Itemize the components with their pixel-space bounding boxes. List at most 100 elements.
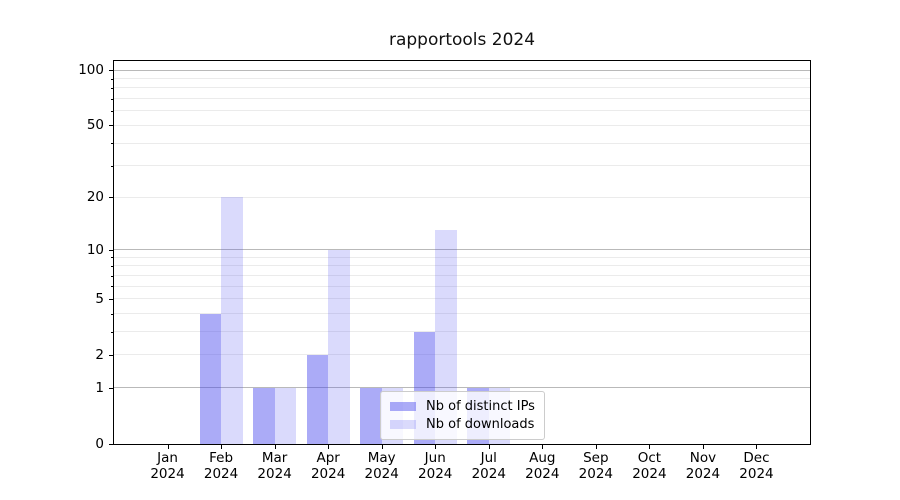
- x-axis-tick-mark: [595, 445, 597, 449]
- x-tick-month: Dec: [743, 450, 770, 466]
- x-axis-tick-mark: [328, 445, 330, 449]
- x-axis-tick-mark: [167, 445, 169, 449]
- x-tick-month: Jul: [480, 450, 497, 466]
- y-axis-minor-tick-mark: [111, 286, 113, 288]
- bar-distinct-ips: [306, 355, 329, 444]
- y-axis-tick-label: 2: [95, 346, 104, 363]
- x-axis-tick-mark: [274, 445, 276, 449]
- y-axis-tick-label: 1: [95, 379, 104, 396]
- x-tick-month: Oct: [637, 450, 662, 466]
- minor-gridline: [114, 110, 810, 111]
- x-axis-tick-label: Apr 2024: [298, 450, 358, 482]
- x-tick-year: 2024: [150, 466, 185, 482]
- x-axis-tick-label: Jun 2024: [405, 450, 465, 482]
- bar-distinct-ips: [253, 387, 275, 444]
- x-tick-year: 2024: [310, 466, 346, 482]
- x-axis-tick-mark: [756, 445, 758, 449]
- y-axis-minor-tick-mark: [111, 257, 113, 259]
- x-axis-tick-label: Jul 2024: [459, 450, 519, 482]
- x-axis-tick-label: Oct 2024: [619, 450, 679, 482]
- x-axis-tick-mark: [221, 445, 223, 449]
- x-tick-month: May: [367, 450, 396, 466]
- y-axis-minor-tick-mark: [111, 165, 113, 167]
- x-axis-tick-mark: [542, 445, 544, 449]
- y-axis-tick-mark: [109, 444, 113, 445]
- bar-distinct-ips: [360, 387, 382, 444]
- minor-gridline: [114, 275, 810, 276]
- x-tick-month: Apr: [316, 450, 340, 466]
- x-axis-tick-label: Aug 2024: [512, 450, 572, 482]
- x-tick-year: 2024: [471, 466, 506, 482]
- x-axis-tick-mark: [435, 445, 437, 449]
- major-gridline: [114, 70, 810, 71]
- x-axis-tick-mark: [649, 445, 651, 449]
- minor-gridline: [114, 265, 810, 266]
- major-gridline: [114, 387, 810, 388]
- x-tick-month: Jan: [157, 450, 178, 466]
- bar-downloads: [328, 249, 350, 444]
- bar-distinct-ips: [199, 313, 222, 444]
- y-axis-tick-mark: [109, 387, 113, 389]
- major-gridline: [114, 249, 810, 250]
- y-axis-tick-mark: [109, 197, 113, 199]
- x-axis-tick-label: Nov 2024: [673, 450, 733, 482]
- legend-item: Nb of distinct IPs: [390, 398, 535, 415]
- y-axis-tick-mark: [109, 70, 113, 72]
- y-axis-minor-tick-mark: [111, 87, 113, 89]
- y-axis-tick-mark: [109, 298, 113, 300]
- y-axis-minor-tick-mark: [111, 143, 113, 145]
- legend-item-label: Nb of distinct IPs: [426, 399, 535, 414]
- x-tick-year: 2024: [739, 466, 774, 482]
- bar-downloads: [221, 197, 243, 444]
- chart-title: rapportools 2024: [388, 30, 536, 50]
- x-tick-month: Jun: [424, 450, 446, 466]
- minor-gridline: [114, 286, 810, 287]
- minor-gridline: [114, 257, 810, 258]
- x-tick-year: 2024: [685, 466, 721, 482]
- x-tick-year: 2024: [203, 466, 239, 482]
- x-tick-year: 2024: [364, 466, 399, 482]
- x-tick-year: 2024: [578, 466, 614, 482]
- legend-swatch: [390, 420, 416, 429]
- bar-downloads: [435, 230, 457, 444]
- legend-swatch: [390, 402, 416, 411]
- x-axis-tick-label: Sep 2024: [566, 450, 626, 482]
- minor-gridline: [114, 298, 810, 299]
- minor-gridline: [114, 125, 810, 126]
- bar-downloads: [274, 387, 297, 444]
- y-axis-minor-tick-mark: [111, 275, 113, 277]
- x-axis-tick-mark: [381, 445, 383, 449]
- y-axis-tick-label: 100: [78, 62, 104, 79]
- minor-gridline: [114, 87, 810, 88]
- x-axis-tick-label: Feb 2024: [191, 450, 251, 482]
- minor-gridline: [114, 165, 810, 166]
- plot-area: Nb of distinct IPs Nb of downloads: [113, 60, 811, 445]
- x-tick-month: Nov: [689, 450, 717, 466]
- x-tick-month: Mar: [261, 450, 288, 466]
- x-axis-tick-label: May 2024: [352, 450, 412, 482]
- y-axis-tick-label: 10: [86, 241, 104, 258]
- x-tick-month: Sep: [583, 450, 609, 466]
- minor-gridline: [114, 197, 810, 198]
- legend-item: Nb of downloads: [390, 416, 535, 433]
- y-axis-tick-label: 20: [86, 189, 104, 206]
- y-axis-minor-tick-mark: [111, 110, 113, 112]
- minor-gridline: [114, 354, 810, 355]
- x-axis-tick-label: Jan 2024: [138, 450, 198, 482]
- x-tick-month: Feb: [209, 450, 234, 466]
- minor-gridline: [114, 313, 810, 314]
- legend: Nb of distinct IPs Nb of downloads: [380, 391, 545, 440]
- x-axis-tick-label: Dec 2024: [726, 450, 786, 482]
- y-axis-minor-tick-mark: [111, 98, 113, 100]
- x-tick-year: 2024: [257, 466, 292, 482]
- legend-item-label: Nb of downloads: [426, 417, 535, 432]
- x-tick-month: Aug: [529, 450, 556, 466]
- x-tick-year: 2024: [632, 466, 667, 482]
- y-axis-minor-tick-mark: [111, 78, 113, 80]
- y-axis-tick-label: 0: [95, 436, 104, 452]
- y-axis-tick-mark: [109, 249, 113, 251]
- x-tick-year: 2024: [525, 466, 560, 482]
- x-axis-tick-label: Mar 2024: [245, 450, 305, 482]
- minor-gridline: [114, 78, 810, 79]
